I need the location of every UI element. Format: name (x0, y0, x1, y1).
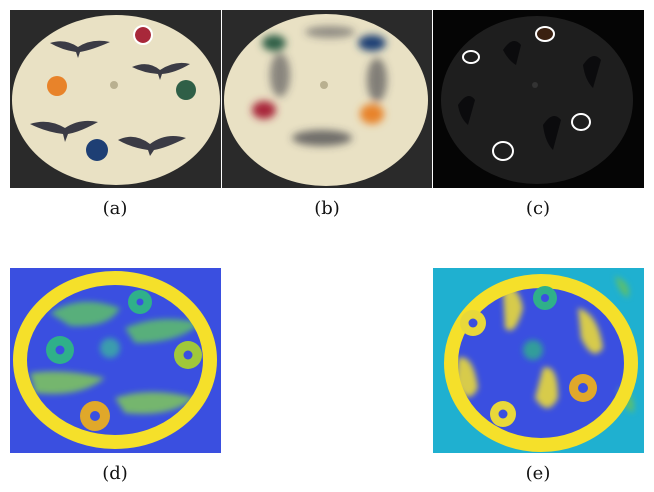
streak-1 (50, 301, 120, 327)
donut-3-hole (183, 350, 193, 360)
blur-bird-3 (270, 53, 290, 97)
detection-outline-3 (571, 113, 591, 131)
panel-a-image (10, 10, 221, 188)
blur-blue (358, 35, 386, 51)
bird-silhouette-4 (543, 116, 561, 150)
bird-silhouettes (458, 41, 601, 150)
dark-disk (441, 16, 633, 184)
bird-4 (118, 136, 186, 156)
disk-center-pin (320, 81, 328, 89)
donut-1-hole (136, 298, 144, 306)
panel-b-svg (222, 10, 432, 188)
streak-4 (115, 392, 195, 414)
streak-4 (535, 367, 558, 408)
panel-a-svg (10, 10, 221, 188)
blur-bird-2 (367, 58, 387, 102)
bird-1 (50, 40, 110, 58)
disk (12, 15, 220, 185)
heat-ring (13, 271, 217, 449)
streak-3 (30, 371, 105, 394)
caption-a: (a) (102, 198, 128, 219)
donut-3-hole (578, 383, 588, 393)
panel-e-heatmap (433, 268, 644, 453)
streak-2 (125, 319, 200, 343)
heat-ring (444, 274, 638, 452)
blur-orange (360, 104, 384, 124)
donut-4-hole (498, 409, 508, 419)
streak-2 (578, 308, 603, 354)
detection-outline-4 (492, 141, 514, 161)
caption-e: (e) (525, 463, 551, 484)
detection-outline-1 (462, 50, 480, 64)
detection-outline-2 (535, 26, 555, 42)
panel-d-svg (10, 268, 221, 453)
blurred-content (252, 26, 387, 146)
dot-red (135, 27, 151, 43)
donut-1-hole (541, 294, 549, 302)
blob-center (523, 340, 543, 360)
streak-corner-1 (615, 276, 630, 298)
blur-green (262, 35, 286, 51)
dot-green (176, 80, 196, 100)
blur-bird-1 (292, 130, 352, 146)
bird-3 (30, 120, 98, 142)
panel-b-image (222, 10, 432, 188)
panel-d-heatmap (10, 268, 221, 453)
blob-center (100, 338, 120, 358)
disk-center-pin (110, 81, 118, 89)
bird-shapes (30, 40, 190, 156)
bird-silhouette-3 (458, 96, 475, 125)
blur-red (252, 101, 276, 119)
panel-e-svg (433, 268, 644, 453)
streak-1 (503, 287, 523, 331)
dot-red-outline (133, 25, 153, 45)
dot-blue (86, 139, 108, 161)
caption-c: (c) (525, 198, 551, 219)
donut-2-hole (55, 345, 65, 355)
bird-silhouette-2 (583, 56, 601, 88)
bird-2 (132, 62, 190, 80)
disk (224, 14, 428, 186)
caption-b: (b) (314, 198, 340, 219)
heat-streaks (30, 301, 200, 414)
panel-c-svg (433, 10, 644, 188)
blur-bird-4 (305, 26, 355, 38)
dot-orange (47, 76, 67, 96)
donut-2-hole (468, 318, 478, 328)
caption-d: (d) (102, 463, 128, 484)
disk-center-pin (532, 82, 538, 88)
donut-4-hole (90, 411, 100, 421)
panel-c-image (433, 10, 644, 188)
bird-silhouette-1 (503, 41, 521, 65)
